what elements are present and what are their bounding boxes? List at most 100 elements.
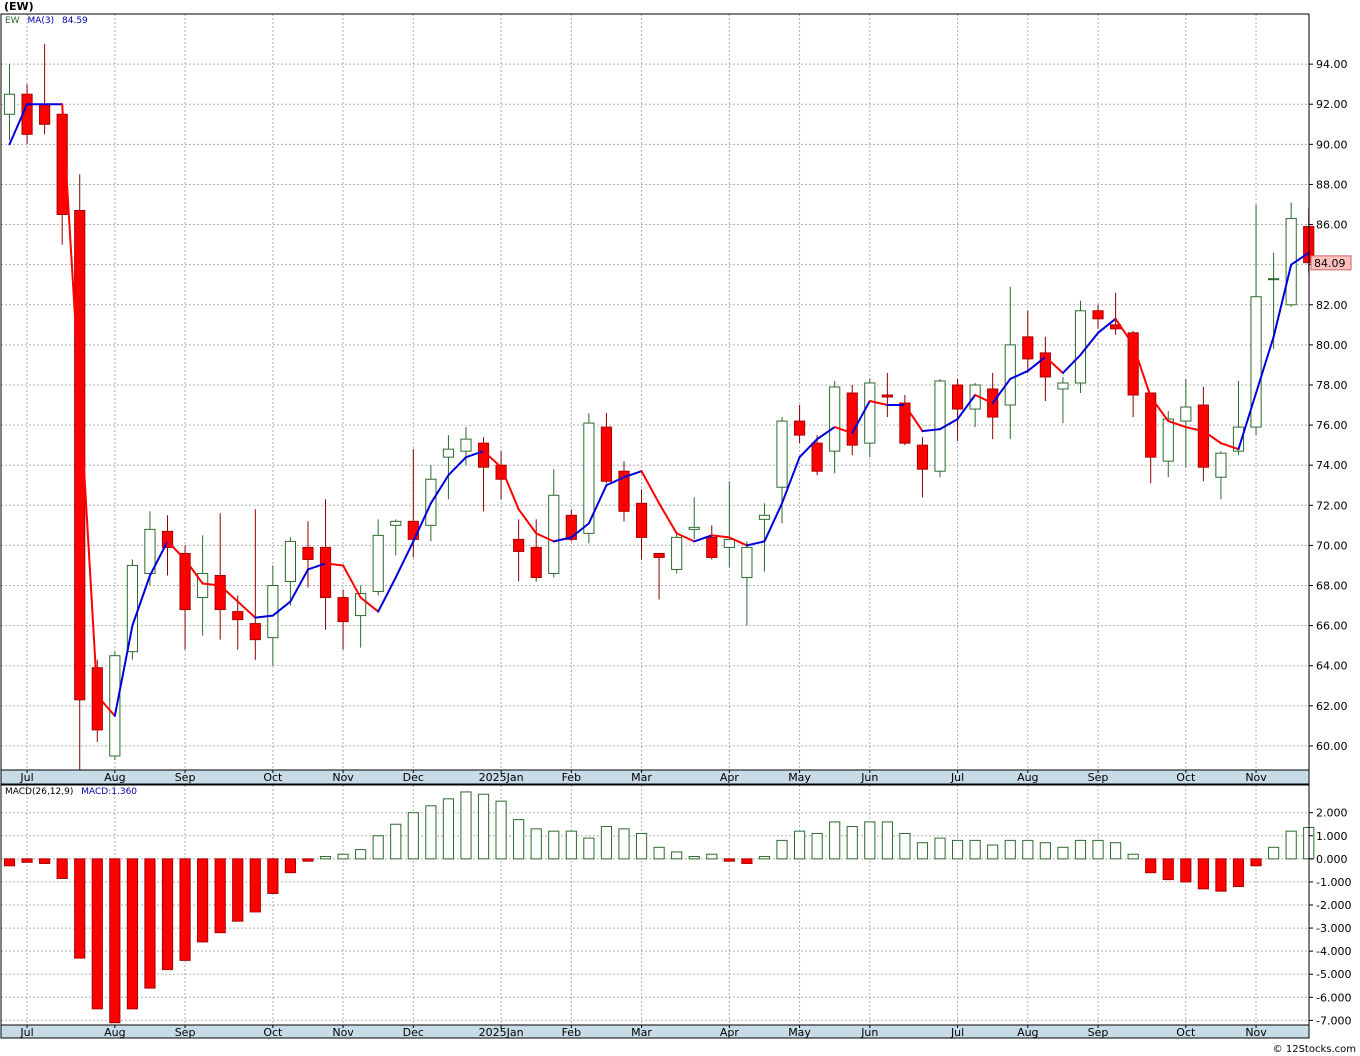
- macd-bar: [688, 856, 700, 860]
- macd-bar: [267, 858, 279, 894]
- macd-tick-label: 0.000: [1316, 853, 1348, 866]
- candle-body: [829, 386, 841, 452]
- macd-bar: [495, 800, 507, 860]
- macd-bar: [3, 858, 16, 867]
- ma-segment: [552, 536, 573, 543]
- time-tick-label: Jun: [860, 771, 878, 784]
- price-tick-label: 88.00: [1316, 178, 1348, 191]
- ma-segment: [447, 456, 467, 477]
- time-axis-strip: [0, 1024, 1310, 1039]
- macd-bar: [811, 832, 823, 860]
- candle-body: [951, 384, 964, 410]
- ma-segment: [1061, 353, 1082, 374]
- macd-bar: [214, 858, 226, 934]
- macd-bar: [1285, 830, 1297, 860]
- ma-segment: [1079, 331, 1100, 356]
- macd-bar: [1039, 842, 1051, 860]
- time-tick-label: Dec: [403, 1026, 424, 1039]
- candle-body: [1074, 310, 1087, 384]
- macd-legend-name: MACD:: [81, 787, 112, 797]
- macd-bar: [829, 821, 841, 860]
- macd-bar: [513, 819, 525, 860]
- time-tick-label: Aug: [1017, 771, 1038, 784]
- ma-segment: [1149, 396, 1170, 423]
- candle-body: [565, 514, 577, 540]
- candle-body: [899, 402, 911, 444]
- legend-ma-value: 84.59: [62, 16, 88, 26]
- price-tick-label: 86.00: [1316, 219, 1348, 232]
- time-tick-label: Nov: [1245, 1026, 1267, 1039]
- ma-segment: [429, 474, 450, 505]
- macd-bar: [1110, 842, 1122, 860]
- ma-segment: [1132, 343, 1152, 399]
- chart-title: (EW): [4, 0, 34, 13]
- macd-bar: [109, 858, 121, 1024]
- time-tick-label: Nov: [1245, 771, 1267, 784]
- macd-bar: [951, 839, 964, 860]
- macd-tick-label: -1.000: [1316, 876, 1351, 889]
- ma-segment: [570, 522, 590, 539]
- macd-bar: [899, 832, 911, 860]
- ma-segment: [324, 562, 345, 567]
- macd-bar: [1268, 846, 1280, 860]
- macd-bar: [390, 823, 402, 860]
- candle-body: [1268, 278, 1280, 281]
- macd-bar: [1022, 839, 1034, 860]
- macd-bar: [232, 858, 244, 922]
- time-axis-strip: [0, 769, 1310, 785]
- price-legend: EW MA(3) 84.59: [5, 16, 88, 26]
- candle-body: [583, 422, 595, 534]
- ma-segment: [201, 582, 222, 587]
- ma-segment: [535, 532, 555, 543]
- price-candles: [3, 44, 1315, 770]
- ma-segment: [974, 394, 994, 405]
- ma-segment: [1272, 263, 1293, 338]
- macd-bar: [758, 856, 771, 860]
- macd-bar: [460, 791, 472, 860]
- ma-segment: [939, 418, 959, 431]
- candle-body: [355, 593, 367, 617]
- ma-segment: [500, 466, 520, 511]
- ma-segment: [1009, 369, 1029, 380]
- ma-segment: [640, 470, 661, 505]
- macd-legend-value: 1.360: [111, 787, 138, 797]
- macd-bar: [372, 835, 384, 860]
- macd-bar: [1092, 839, 1104, 860]
- price-tick-label: 62.00: [1316, 700, 1348, 713]
- time-tick-label: Feb: [562, 1026, 581, 1039]
- ma-segment: [342, 564, 362, 599]
- macd-bar: [1004, 839, 1016, 860]
- legend-ma-label: MA(3): [27, 16, 55, 26]
- candle-body: [39, 103, 51, 125]
- candle-body: [1127, 332, 1139, 396]
- ma-segment: [675, 532, 696, 543]
- ma-segment: [710, 534, 731, 539]
- price-tick-label: 68.00: [1316, 580, 1348, 593]
- time-tick-label: Feb: [562, 771, 581, 784]
- macd-bar: [864, 821, 876, 860]
- candle-body: [302, 546, 314, 560]
- candle-body: [758, 514, 771, 520]
- candle-body: [197, 572, 209, 599]
- candle-body: [1232, 426, 1245, 452]
- ma-segment: [359, 596, 380, 613]
- macd-bar: [179, 858, 191, 961]
- time-tick-label: Mar: [631, 771, 652, 784]
- ma-segment: [271, 600, 292, 617]
- macd-bar: [477, 793, 490, 860]
- macd-bar: [161, 858, 174, 971]
- price-tick-label: 74.00: [1316, 459, 1348, 472]
- macd-bar: [407, 812, 419, 860]
- time-tick-label: Dec: [403, 771, 424, 784]
- macd-axis: 2.000 1.000 0.000 -1.000 -2.000 -3.000 -4.000 -…: [1309, 807, 1351, 1027]
- candle-body: [881, 394, 893, 398]
- ma-segment: [798, 438, 819, 459]
- ma-segment: [903, 404, 924, 433]
- macd-bar: [565, 830, 577, 860]
- candle-body: [513, 538, 525, 552]
- time-tick-label: 2025Jan: [479, 1026, 524, 1039]
- price-panel-frame: [0, 13, 1310, 771]
- ma-segment: [148, 540, 169, 577]
- ma-segment: [605, 476, 625, 487]
- price-tick-label: 60.00: [1316, 740, 1348, 753]
